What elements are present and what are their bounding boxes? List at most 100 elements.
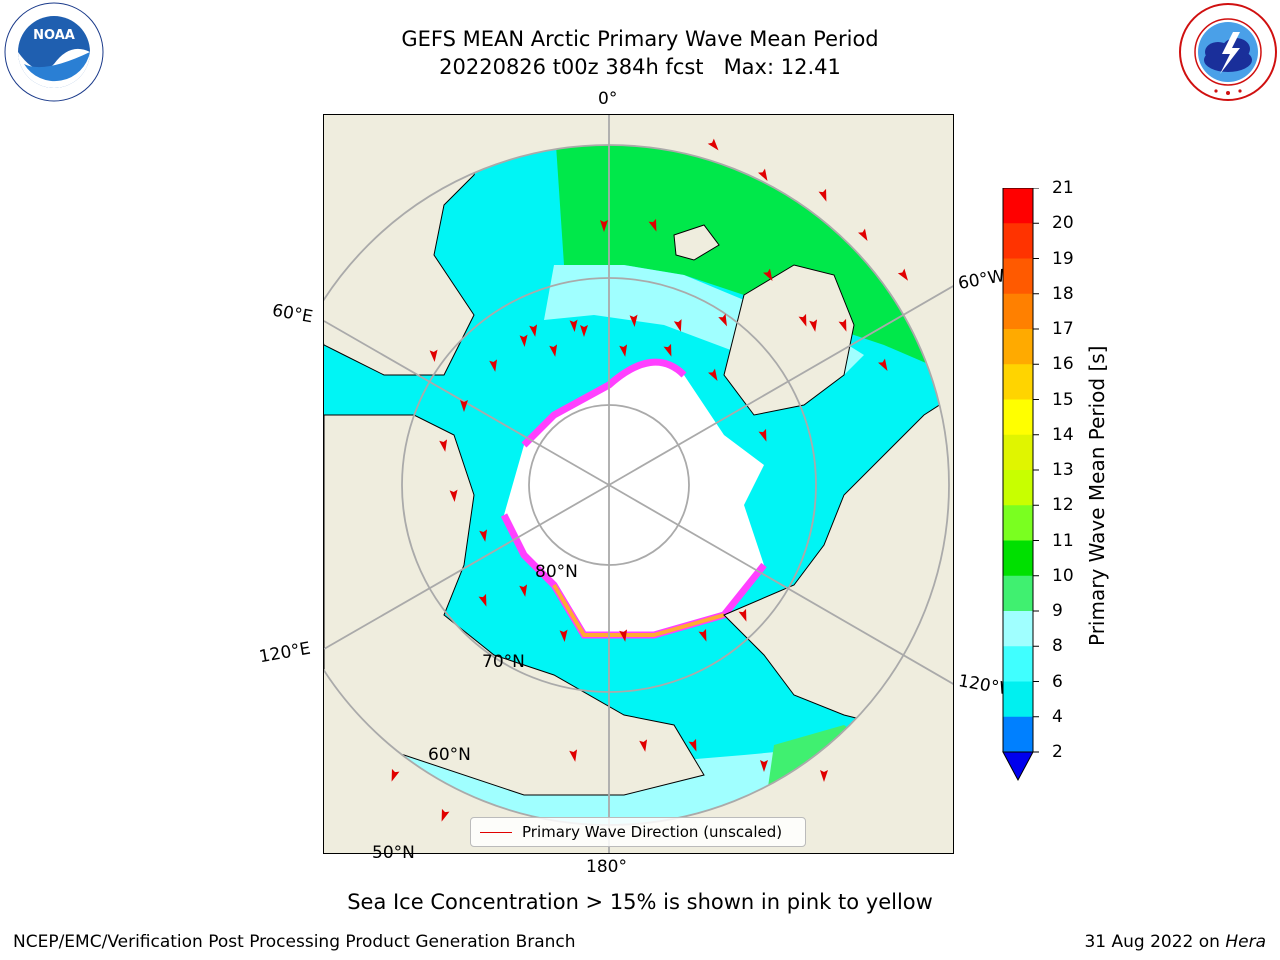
colorbar-tick-label: 9 (1052, 601, 1063, 621)
colorbar-tick-label: 12 (1052, 495, 1074, 516)
colorbar-band (1003, 575, 1033, 612)
wave-direction-arrow (391, 768, 400, 782)
colorbar-band (1003, 188, 1033, 224)
wave-direction-arrow (758, 168, 768, 182)
colorbar-band (1003, 293, 1033, 330)
lon-label-60e: 60°E (270, 300, 315, 328)
lat-label-50: 50°N (372, 843, 415, 863)
sea-ice-note: Sea Ice Concentration > 15% is shown in … (347, 890, 933, 914)
wave-direction-arrow (619, 629, 628, 642)
wave-direction-arrow (439, 439, 448, 452)
colorbar-band (1003, 223, 1033, 259)
wave-direction-arrow (549, 344, 558, 357)
colorbar-tick-label: 11 (1052, 530, 1074, 551)
lat-label-80: 80°N (535, 562, 578, 582)
footer-date-text: 31 Aug 2022 on (1084, 932, 1226, 952)
wave-direction-arrow (798, 313, 807, 327)
colorbar-band (1003, 716, 1033, 753)
wave-direction-arrow (639, 739, 648, 752)
colorbar-tick-label: 19 (1052, 248, 1074, 269)
colorbar-band (1003, 540, 1033, 577)
lon-label-0: 0° (598, 89, 618, 109)
wave-direction-arrow (707, 138, 719, 151)
wave-direction-arrow (897, 268, 909, 281)
land-greenland (723, 264, 855, 416)
chart-title: GEFS MEAN Arctic Primary Wave Mean Perio… (401, 27, 879, 51)
wave-direction-arrow (838, 318, 847, 332)
wave-direction-arrow (600, 220, 608, 232)
lat-label-70: 70°N (482, 652, 525, 672)
colorbar-band (1003, 434, 1033, 471)
polar-map (323, 114, 954, 854)
wave-direction-arrow (441, 808, 450, 822)
wave-direction-arrow (820, 770, 828, 782)
colorbar-tick-label: 21 (1052, 178, 1074, 198)
wave-direction-arrow (478, 593, 487, 607)
colorbar-band (1003, 364, 1033, 400)
wave-direction-arrow (818, 188, 827, 202)
wave-direction-arrow (878, 358, 888, 372)
colorbar (1001, 187, 1061, 788)
land-corner (324, 115, 494, 345)
wave-direction-arrow (708, 368, 718, 382)
legend-arrow-swatch (480, 832, 512, 833)
colorbar-band (1003, 329, 1033, 365)
wave-direction-arrow (580, 325, 588, 337)
colorbar-tick-label: 18 (1052, 283, 1074, 304)
wave-direction-arrow (529, 324, 538, 337)
wave-direction-arrow (449, 489, 458, 502)
wave-direction-arrow (519, 334, 528, 347)
colorbar-tick-label: 16 (1052, 354, 1074, 375)
ice-edge-orange (552, 583, 725, 637)
wave-direction-arrow (489, 359, 498, 372)
colorbar-tick-label: 13 (1052, 460, 1074, 480)
wave-direction-arrow (460, 400, 468, 412)
colorbar-tick-label: 10 (1052, 565, 1074, 586)
footer-credit: NCEP/EMC/Verification Post Processing Pr… (13, 932, 576, 952)
wave-direction-arrow (718, 313, 727, 327)
wave-direction-arrow (858, 228, 868, 242)
chart-subtitle: 20220826 t00z 384h fcst Max: 12.41 (439, 55, 841, 79)
colorbar-tick-label: 4 (1052, 706, 1063, 727)
wave-direction-arrow (758, 428, 767, 442)
lon-label-60w: 60°W (956, 266, 1007, 294)
wave-direction-arrow (569, 319, 578, 332)
colorbar-band (1003, 470, 1033, 506)
lon-label-120e: 120°E (257, 638, 313, 668)
wave-direction-arrow (559, 629, 568, 642)
colorbar-tick-label: 20 (1052, 213, 1074, 234)
noaa-logo: NOAA (4, 2, 104, 102)
colorbar-ticks: 21 20 19 18 17 16 15 14 13 12 11 10 9 8 6 4 2 (1052, 178, 1092, 778)
wave-direction-arrow (738, 608, 747, 622)
wave-direction-arrow (688, 738, 697, 752)
colorbar-tick-label: 14 (1052, 424, 1074, 445)
colorbar-tick-label: 17 (1052, 319, 1074, 339)
map-legend: Primary Wave Direction (unscaled) (470, 817, 806, 847)
land-siberia (324, 414, 705, 796)
wave-direction-arrow (619, 344, 628, 357)
colorbar-band (1003, 646, 1033, 682)
colorbar-tick-label: 2 (1052, 742, 1063, 762)
colorbar-band (1003, 505, 1033, 541)
wave-direction-arrow (698, 628, 707, 642)
footer-machine: Hera (1225, 932, 1266, 952)
wave-direction-arrow (673, 319, 682, 332)
wave-direction-arrow (519, 584, 528, 597)
colorbar-tick-label: 8 (1052, 636, 1063, 657)
legend-label: Primary Wave Direction (unscaled) (522, 823, 783, 841)
colorbar-tick-label: 6 (1052, 671, 1063, 692)
wave-direction-arrow (809, 319, 818, 332)
nws-logo (1178, 2, 1278, 102)
lon-label-180: 180° (586, 857, 627, 877)
colorbar-tick-label: 15 (1052, 389, 1074, 410)
wave-direction-arrow (648, 218, 657, 232)
svg-text:NOAA: NOAA (33, 28, 75, 43)
land-svalbard (673, 224, 720, 261)
wave-direction-arrow (569, 749, 578, 762)
wave-direction-arrow (760, 760, 768, 772)
wave-direction-arrow (663, 343, 672, 357)
colorbar-band (1003, 681, 1033, 718)
colorbar-band (1003, 258, 1033, 295)
colorbar-label: Primary Wave Mean Period [s] (1085, 345, 1109, 647)
lat-label-60: 60°N (428, 745, 471, 765)
